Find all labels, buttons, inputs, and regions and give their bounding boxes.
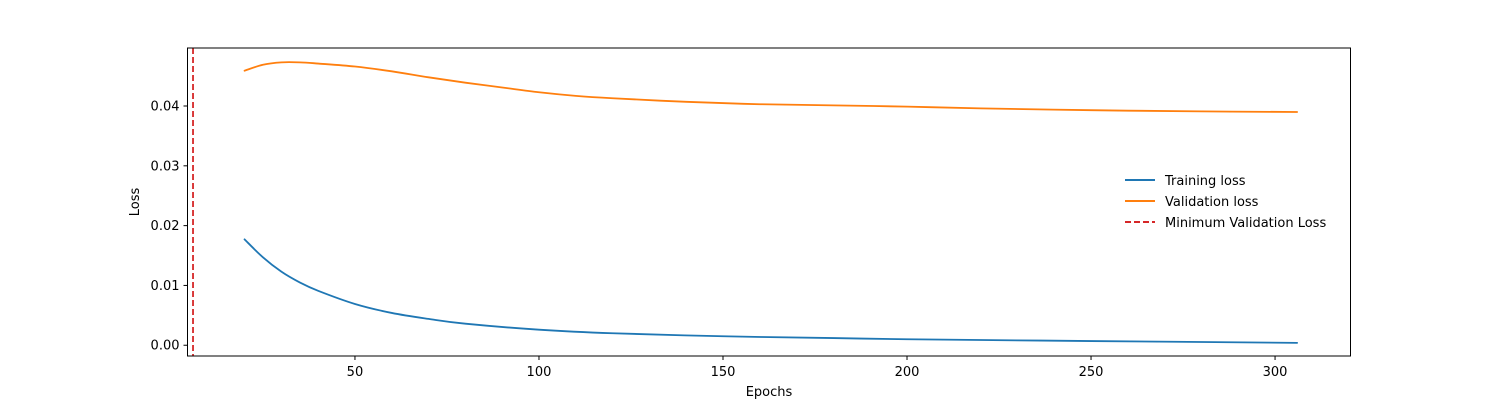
x-tick-label: 50	[347, 365, 364, 380]
x-tick-label: 100	[527, 365, 552, 380]
plot-frame	[187, 47, 1351, 357]
y-tick-label: 0.02	[151, 219, 180, 234]
data-layer	[192, 48, 1299, 356]
x-tick-label: 250	[1079, 365, 1104, 380]
validation-loss-line	[243, 61, 1299, 113]
legend-label-training: Training loss	[1164, 174, 1246, 189]
plot-area	[187, 48, 1351, 356]
y-tick-label: 0.00	[151, 339, 180, 354]
legend-label-min-val: Minimum Validation Loss	[1165, 216, 1326, 231]
x-tick-label: 200	[895, 365, 920, 380]
ticks-layer: 50 100 150 200 250 300 0.00 0.01 0.02 0.03 0.04	[151, 100, 1288, 380]
x-tick-label: 150	[711, 365, 736, 380]
y-axis-label: Loss	[128, 188, 143, 217]
legend-label-validation: Validation loss	[1165, 195, 1259, 210]
x-axis-label: Epochs	[746, 385, 793, 400]
legend: Training loss Validation loss Minimum Va…	[1125, 174, 1326, 231]
training-loss-line	[243, 238, 1299, 344]
y-tick-label: 0.01	[151, 279, 180, 294]
x-tick-label: 300	[1263, 365, 1288, 380]
y-tick-label: 0.03	[151, 159, 180, 174]
y-tick-label: 0.04	[151, 100, 180, 115]
